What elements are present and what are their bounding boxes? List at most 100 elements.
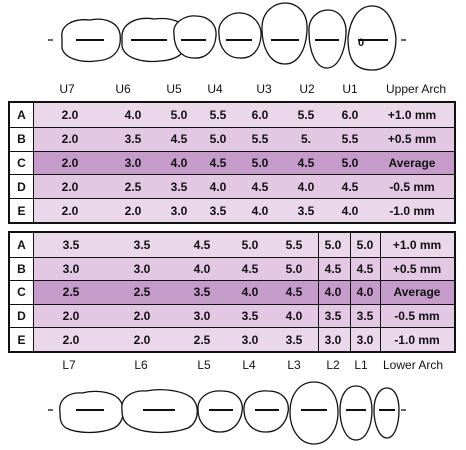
upper-value-cell: 5. bbox=[300, 132, 311, 147]
label-lower-arch: Lower Arch bbox=[383, 358, 444, 372]
upper-adjustment-cell: -0.5 mm bbox=[389, 179, 435, 194]
lower-value-cell: 3.5 bbox=[193, 285, 211, 300]
lower-value-cell: 5.0 bbox=[285, 261, 303, 276]
tooth-u5 bbox=[173, 15, 217, 59]
tooth-l4 bbox=[243, 390, 289, 433]
lower-value-cell: 3.0 bbox=[356, 332, 374, 347]
label-u1: U1 bbox=[342, 82, 358, 96]
lower-value-cell: 4.5 bbox=[285, 285, 303, 300]
upper-row-c: C 2.0 3.0 4.0 4.5 5.0 4.5 5.0 Average bbox=[10, 150, 454, 175]
lower-value-cell: 3.5 bbox=[133, 237, 151, 252]
upper-value-cell: 5.5 bbox=[297, 107, 315, 122]
upper-row-d: D 2.0 2.5 3.5 4.0 4.5 4.0 4.5 -0.5 mm bbox=[10, 174, 454, 199]
lower-column-divider bbox=[318, 233, 319, 351]
lower-value-cell: 4.5 bbox=[356, 261, 374, 276]
upper-row-a: A 2.0 4.0 5.0 5.5 6.0 5.5 6.0 +1.0 mm bbox=[10, 103, 454, 127]
lower-row-label: D bbox=[10, 304, 34, 328]
lower-value-cell: 3.0 bbox=[324, 332, 342, 347]
lower-value-cell: 3.5 bbox=[324, 309, 342, 324]
upper-value-cell: 4.5 bbox=[170, 132, 188, 147]
lower-value-cell: 4.5 bbox=[193, 237, 211, 252]
label-u2: U2 bbox=[299, 82, 315, 96]
tooth-u3 bbox=[261, 2, 308, 65]
upper-value-cell: 4.5 bbox=[341, 179, 359, 194]
upper-value-cell: 4.0 bbox=[297, 179, 315, 194]
upper-value-cell: 2.5 bbox=[124, 179, 142, 194]
lower-row-label: E bbox=[10, 328, 34, 351]
lower-row-d: D 2.0 2.0 3.0 3.5 4.0 3.5 3.5 -0.5 mm bbox=[10, 303, 454, 328]
upper-teeth-diagram bbox=[48, 2, 406, 71]
upper-value-cell: 5.0 bbox=[251, 155, 269, 170]
lower-value-cell: 5.0 bbox=[356, 237, 374, 252]
upper-value-cell: 3.5 bbox=[170, 179, 188, 194]
tooth-l6 bbox=[121, 389, 198, 434]
lower-arch-table: A 3.5 3.5 4.5 5.0 5.5 5.0 5.0 +1.0 mm B 3.0 3.0 4.0 4… bbox=[8, 231, 456, 353]
label-l5: L5 bbox=[197, 358, 211, 372]
lower-value-cell: 2.5 bbox=[133, 285, 151, 300]
lower-value-cell: 3.0 bbox=[193, 309, 211, 324]
upper-value-cell: 2.0 bbox=[61, 203, 79, 218]
upper-value-cell: 4.0 bbox=[209, 179, 227, 194]
lower-row-label: C bbox=[10, 281, 34, 304]
lower-value-cell: 4.0 bbox=[193, 261, 211, 276]
upper-row-label: A bbox=[10, 103, 34, 127]
lower-row-label: B bbox=[10, 257, 34, 281]
tooth-l2 bbox=[339, 385, 373, 441]
lower-value-cell: 2.0 bbox=[133, 332, 151, 347]
label-l7: L7 bbox=[62, 358, 76, 372]
lower-value-cell: 4.5 bbox=[324, 261, 342, 276]
lower-value-cell: 2.5 bbox=[62, 285, 80, 300]
lower-value-cell: 5.0 bbox=[241, 237, 259, 252]
stray-mark: 0 bbox=[358, 36, 365, 49]
lower-value-cell: 3.5 bbox=[241, 309, 259, 324]
lower-value-cell: 3.5 bbox=[285, 332, 303, 347]
lower-value-cell: 2.0 bbox=[62, 309, 80, 324]
lower-value-cell: 3.0 bbox=[241, 332, 259, 347]
lower-adjustment-cell: -1.0 mm bbox=[394, 332, 440, 347]
label-l3: L3 bbox=[287, 358, 301, 372]
tooth-u1 bbox=[347, 5, 397, 71]
upper-value-cell: 4.0 bbox=[251, 203, 269, 218]
upper-value-cell: 5.5 bbox=[251, 132, 269, 147]
label-l2: L2 bbox=[326, 358, 340, 372]
upper-adjustment-cell: +0.5 mm bbox=[387, 132, 437, 147]
upper-value-cell: 6.0 bbox=[341, 107, 359, 122]
lower-value-cell: 5.0 bbox=[324, 237, 342, 252]
upper-row-label: C bbox=[10, 151, 34, 175]
lower-row-b: B 3.0 3.0 4.0 4.5 5.0 4.5 4.5 +0.5 mm bbox=[10, 256, 454, 281]
label-l1: L1 bbox=[354, 358, 368, 372]
upper-adjustment-cell: +1.0 mm bbox=[387, 107, 437, 122]
upper-row-label: B bbox=[10, 127, 34, 151]
upper-value-cell: 4.0 bbox=[124, 107, 142, 122]
upper-row-label: D bbox=[10, 175, 34, 199]
label-u6: U6 bbox=[115, 82, 131, 96]
upper-value-cell: 4.5 bbox=[251, 179, 269, 194]
lower-value-cell: 2.0 bbox=[62, 332, 80, 347]
upper-row-label: E bbox=[10, 199, 34, 222]
upper-value-cell: 3.0 bbox=[124, 155, 142, 170]
lower-value-cell: 4.5 bbox=[241, 261, 259, 276]
upper-value-cell: 4.0 bbox=[170, 155, 188, 170]
tooth-l7 bbox=[59, 390, 124, 434]
label-l6: L6 bbox=[134, 358, 148, 372]
lower-column-divider bbox=[380, 233, 381, 351]
upper-value-cell: 6.0 bbox=[251, 107, 269, 122]
lower-adjustment-cell: +0.5 mm bbox=[392, 261, 442, 276]
upper-value-cell: 2.0 bbox=[124, 203, 142, 218]
lower-value-cell: 2.5 bbox=[193, 332, 211, 347]
lower-value-cell: 4.0 bbox=[356, 285, 374, 300]
tooth-l5 bbox=[197, 390, 243, 433]
upper-value-cell: 4.5 bbox=[297, 155, 315, 170]
lower-value-cell: 3.5 bbox=[62, 237, 80, 252]
label-u5: U5 bbox=[166, 82, 182, 96]
upper-value-cell: 3.5 bbox=[124, 132, 142, 147]
upper-value-cell: 2.0 bbox=[61, 179, 79, 194]
lower-value-cell: 3.5 bbox=[356, 309, 374, 324]
tooth-l3 bbox=[289, 381, 339, 445]
lower-adjustment-cell: +1.0 mm bbox=[392, 237, 442, 252]
upper-value-cell: 4.5 bbox=[209, 155, 227, 170]
upper-value-cell: 3.5 bbox=[297, 203, 315, 218]
lower-row-label: A bbox=[10, 233, 34, 257]
upper-adjustment-cell: Average bbox=[388, 155, 436, 170]
lower-column-divider bbox=[350, 233, 351, 351]
